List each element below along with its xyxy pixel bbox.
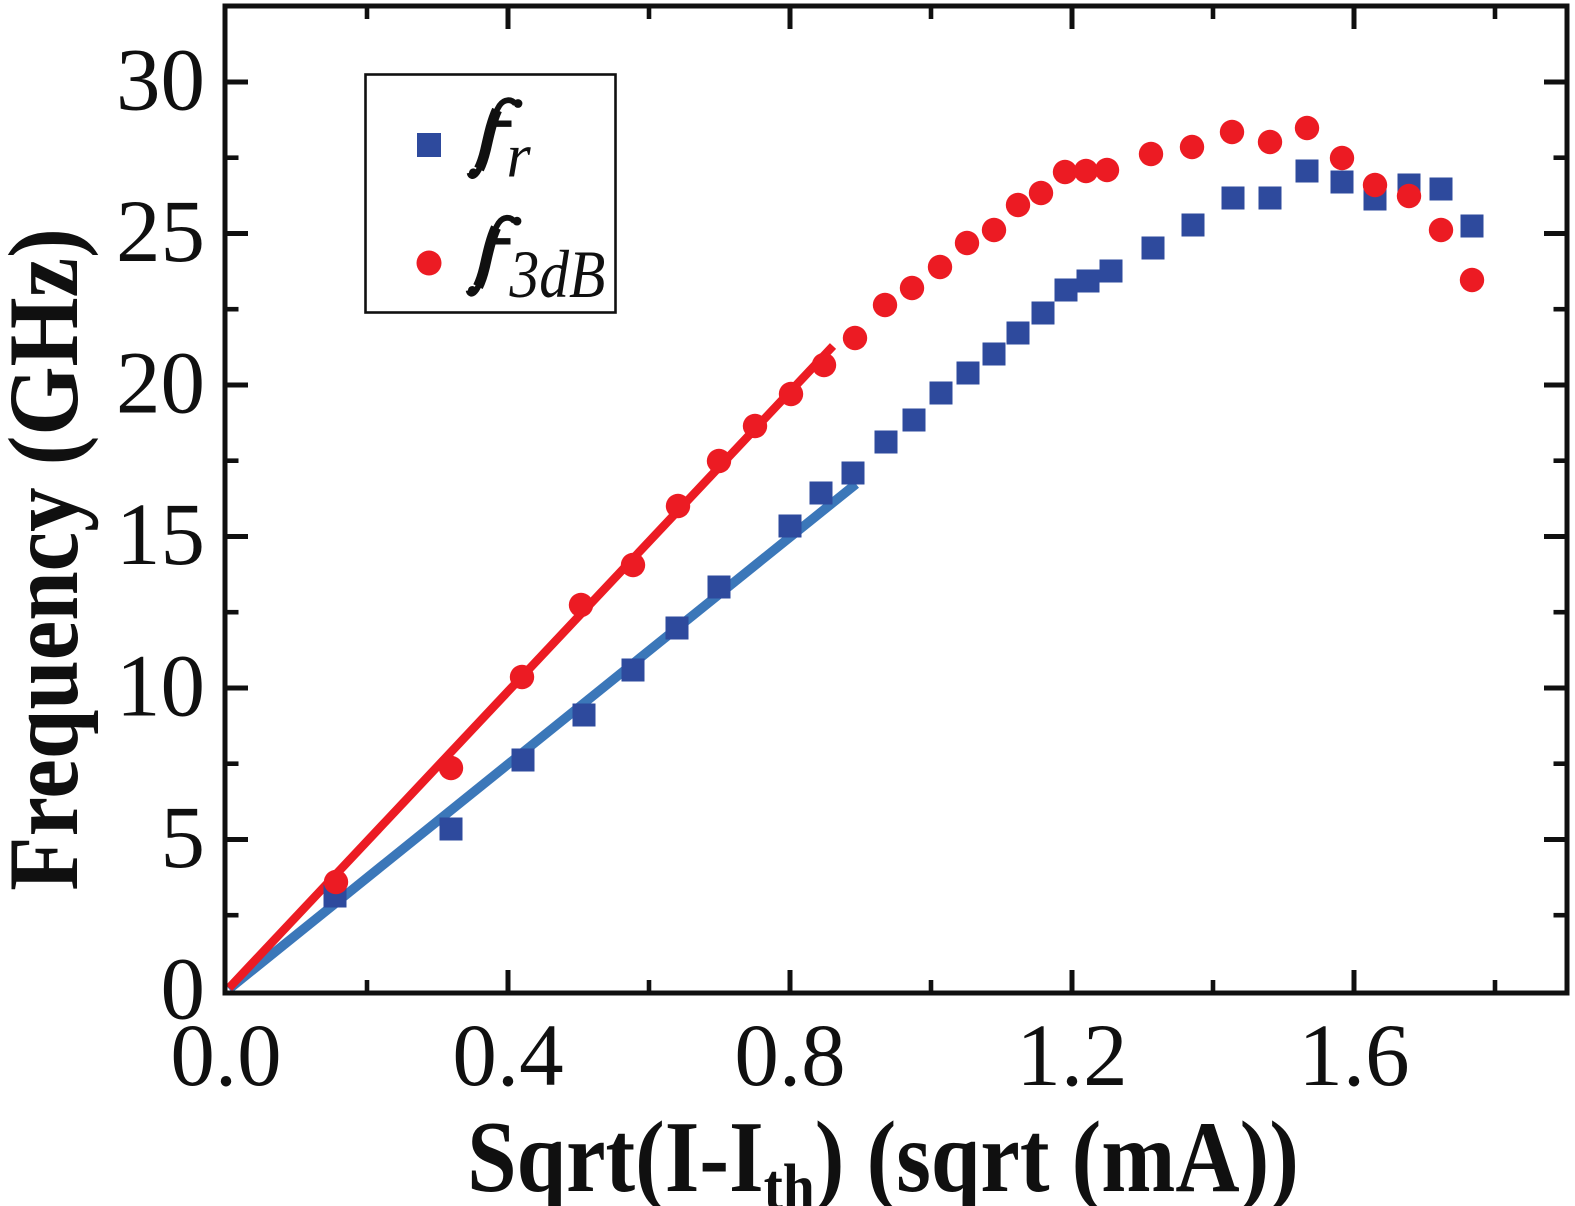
- svg-text:Sqrt(I-Ith) (sqrt (mA)): Sqrt(I-Ith) (sqrt (mA)): [467, 1100, 1299, 1206]
- svg-text:1.2: 1.2: [1016, 1007, 1127, 1105]
- svg-text:0.4: 0.4: [452, 1007, 563, 1105]
- svg-text:0.0: 0.0: [170, 1007, 281, 1105]
- svg-text:3dB: 3dB: [509, 236, 606, 312]
- svg-text:15: 15: [116, 486, 205, 584]
- svg-text:20: 20: [116, 335, 205, 433]
- svg-text:30: 30: [116, 32, 205, 130]
- svg-text:r: r: [507, 123, 532, 191]
- svg-text:25: 25: [116, 183, 205, 281]
- svg-text:0.8: 0.8: [734, 1007, 845, 1105]
- svg-text:0: 0: [161, 941, 206, 1039]
- svg-text:1.6: 1.6: [1298, 1007, 1409, 1105]
- svg-text:5: 5: [161, 789, 206, 887]
- svg-text:10: 10: [116, 638, 205, 736]
- svg-text:Frequency (GHz): Frequency (GHz): [0, 228, 99, 890]
